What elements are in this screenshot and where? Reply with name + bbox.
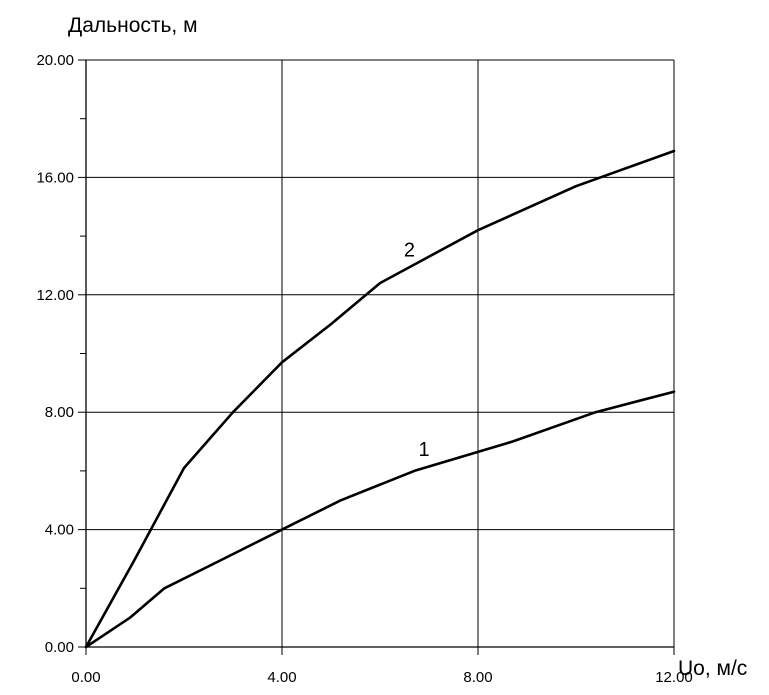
y-tick-label: 8.00	[45, 404, 74, 421]
y-tick-label: 0.00	[45, 639, 74, 656]
tick-labels: 0.00 4.00 8.00 12.00 16.00 20.00 0.00 4.00 8.00 1…	[36, 52, 692, 686]
series-line-1	[84, 390, 676, 649]
series-lines	[84, 149, 676, 649]
y-tick-label: 12.00	[36, 287, 74, 304]
grid-lines	[86, 59, 675, 647]
y-tick-label: 16.00	[36, 169, 74, 186]
y-tick-label: 20.00	[36, 52, 74, 69]
y-tick-label: 4.00	[45, 522, 74, 539]
series-label-1: 1	[419, 439, 430, 461]
x-tick-label: 4.00	[267, 669, 296, 686]
series-line-2	[84, 149, 676, 649]
x-axis-title: Uo, м/с	[678, 657, 747, 680]
tick-marks	[78, 59, 675, 655]
x-tick-label: 8.00	[463, 669, 492, 686]
series-label-2: 2	[404, 240, 415, 262]
x-tick-label: 12.00	[655, 669, 693, 686]
y-axis-title: Дальность, м	[68, 14, 198, 37]
x-tick-label: 0.00	[71, 669, 100, 686]
series-labels: 12	[404, 240, 430, 462]
axes	[85, 60, 674, 648]
